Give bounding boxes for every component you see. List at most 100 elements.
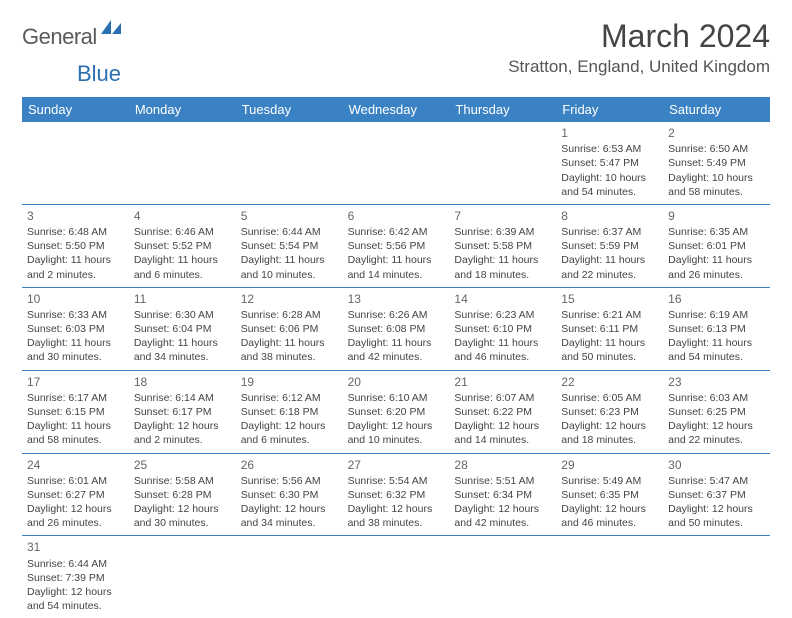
cell-line: and 34 minutes. [134,350,231,364]
cell-line: Sunset: 6:10 PM [454,322,551,336]
cell-line: and 50 minutes. [561,350,658,364]
day-header: Monday [129,97,236,122]
day-number: 16 [668,291,765,307]
logo: General [22,24,125,50]
cell-line: Daylight: 11 hours [134,336,231,350]
cell-line: Sunset: 6:30 PM [241,488,338,502]
calendar-week: 10Sunrise: 6:33 AMSunset: 6:03 PMDayligh… [22,288,770,371]
cell-line: Sunset: 5:52 PM [134,239,231,253]
cell-line: and 54 minutes. [561,185,658,199]
cell-line: Daylight: 12 hours [27,502,124,516]
cell-line: and 6 minutes. [241,433,338,447]
cell-line: Sunrise: 6:39 AM [454,225,551,239]
cell-line: Daylight: 12 hours [27,585,124,599]
day-number: 7 [454,208,551,224]
day-number: 3 [27,208,124,224]
cell-line: and 42 minutes. [454,516,551,530]
cell-line: Sunset: 6:35 PM [561,488,658,502]
cell-line: Sunrise: 6:42 AM [348,225,445,239]
cell-line: Sunset: 6:01 PM [668,239,765,253]
cell-line: Sunrise: 5:56 AM [241,474,338,488]
cell-line: Sunset: 7:39 PM [27,571,124,585]
cell-line: Sunset: 6:03 PM [27,322,124,336]
cell-line: and 22 minutes. [668,433,765,447]
calendar-cell: 22Sunrise: 6:05 AMSunset: 6:23 PMDayligh… [556,371,663,453]
cell-line: and 30 minutes. [134,516,231,530]
cell-line: Sunset: 6:37 PM [668,488,765,502]
cell-line: and 38 minutes. [348,516,445,530]
calendar-cell-empty [236,122,343,204]
calendar-cell: 18Sunrise: 6:14 AMSunset: 6:17 PMDayligh… [129,371,236,453]
cell-line: Sunrise: 6:37 AM [561,225,658,239]
day-header: Saturday [663,97,770,122]
calendar-cell: 2Sunrise: 6:50 AMSunset: 5:49 PMDaylight… [663,122,770,204]
day-number: 26 [241,457,338,473]
cell-line: Daylight: 12 hours [668,419,765,433]
cell-line: and 2 minutes. [134,433,231,447]
cell-line: Sunset: 6:23 PM [561,405,658,419]
cell-line: Daylight: 10 hours [561,171,658,185]
cell-line: Sunset: 6:08 PM [348,322,445,336]
cell-line: Sunrise: 6:17 AM [27,391,124,405]
day-number: 27 [348,457,445,473]
day-number: 18 [134,374,231,390]
day-number: 1 [561,125,658,141]
day-headers: SundayMondayTuesdayWednesdayThursdayFrid… [22,97,770,122]
day-number: 21 [454,374,551,390]
day-number: 24 [27,457,124,473]
day-number: 8 [561,208,658,224]
cell-line: Sunrise: 6:23 AM [454,308,551,322]
cell-line: and 42 minutes. [348,350,445,364]
calendar-cell: 7Sunrise: 6:39 AMSunset: 5:58 PMDaylight… [449,205,556,287]
calendar-week: 24Sunrise: 6:01 AMSunset: 6:27 PMDayligh… [22,454,770,537]
cell-line: Sunrise: 6:14 AM [134,391,231,405]
cell-line: Sunset: 5:47 PM [561,156,658,170]
cell-line: Sunset: 6:20 PM [348,405,445,419]
cell-line: Daylight: 12 hours [454,419,551,433]
calendar-week: 3Sunrise: 6:48 AMSunset: 5:50 PMDaylight… [22,205,770,288]
cell-line: Daylight: 12 hours [348,502,445,516]
calendar-cell: 9Sunrise: 6:35 AMSunset: 6:01 PMDaylight… [663,205,770,287]
calendar-cell: 1Sunrise: 6:53 AMSunset: 5:47 PMDaylight… [556,122,663,204]
calendar: SundayMondayTuesdayWednesdayThursdayFrid… [22,97,770,618]
month-title: March 2024 [508,18,770,55]
day-number: 5 [241,208,338,224]
cell-line: Daylight: 11 hours [561,253,658,267]
cell-line: Daylight: 12 hours [561,419,658,433]
calendar-cell: 8Sunrise: 6:37 AMSunset: 5:59 PMDaylight… [556,205,663,287]
cell-line: Sunset: 5:54 PM [241,239,338,253]
cell-line: Sunrise: 6:35 AM [668,225,765,239]
cell-line: Sunset: 6:04 PM [134,322,231,336]
cell-line: and 38 minutes. [241,350,338,364]
calendar-cell: 31Sunrise: 6:44 AMSunset: 7:39 PMDayligh… [22,536,129,618]
cell-line: and 46 minutes. [454,350,551,364]
cell-line: and 22 minutes. [561,268,658,282]
cell-line: Sunrise: 6:53 AM [561,142,658,156]
cell-line: Daylight: 12 hours [348,419,445,433]
logo-text-b: Blue [77,61,792,87]
cell-line: and 18 minutes. [454,268,551,282]
cell-line: Daylight: 12 hours [454,502,551,516]
cell-line: and 50 minutes. [668,516,765,530]
cell-line: Sunset: 6:15 PM [27,405,124,419]
logo-text-a: General [22,24,97,50]
calendar-cell-empty [556,536,663,618]
calendar-cell: 30Sunrise: 5:47 AMSunset: 6:37 PMDayligh… [663,454,770,536]
day-number: 10 [27,291,124,307]
calendar-week: 1Sunrise: 6:53 AMSunset: 5:47 PMDaylight… [22,122,770,205]
cell-line: Sunset: 6:11 PM [561,322,658,336]
day-number: 17 [27,374,124,390]
calendar-cell: 23Sunrise: 6:03 AMSunset: 6:25 PMDayligh… [663,371,770,453]
calendar-cell-empty [236,536,343,618]
cell-line: and 54 minutes. [668,350,765,364]
calendar-cell: 15Sunrise: 6:21 AMSunset: 6:11 PMDayligh… [556,288,663,370]
calendar-cell: 3Sunrise: 6:48 AMSunset: 5:50 PMDaylight… [22,205,129,287]
calendar-cell: 13Sunrise: 6:26 AMSunset: 6:08 PMDayligh… [343,288,450,370]
cell-line: Sunset: 6:25 PM [668,405,765,419]
cell-line: Sunset: 6:18 PM [241,405,338,419]
cell-line: and 58 minutes. [668,185,765,199]
logo-sail-icon [101,20,123,41]
day-number: 29 [561,457,658,473]
cell-line: Sunset: 6:27 PM [27,488,124,502]
cell-line: Daylight: 11 hours [241,336,338,350]
